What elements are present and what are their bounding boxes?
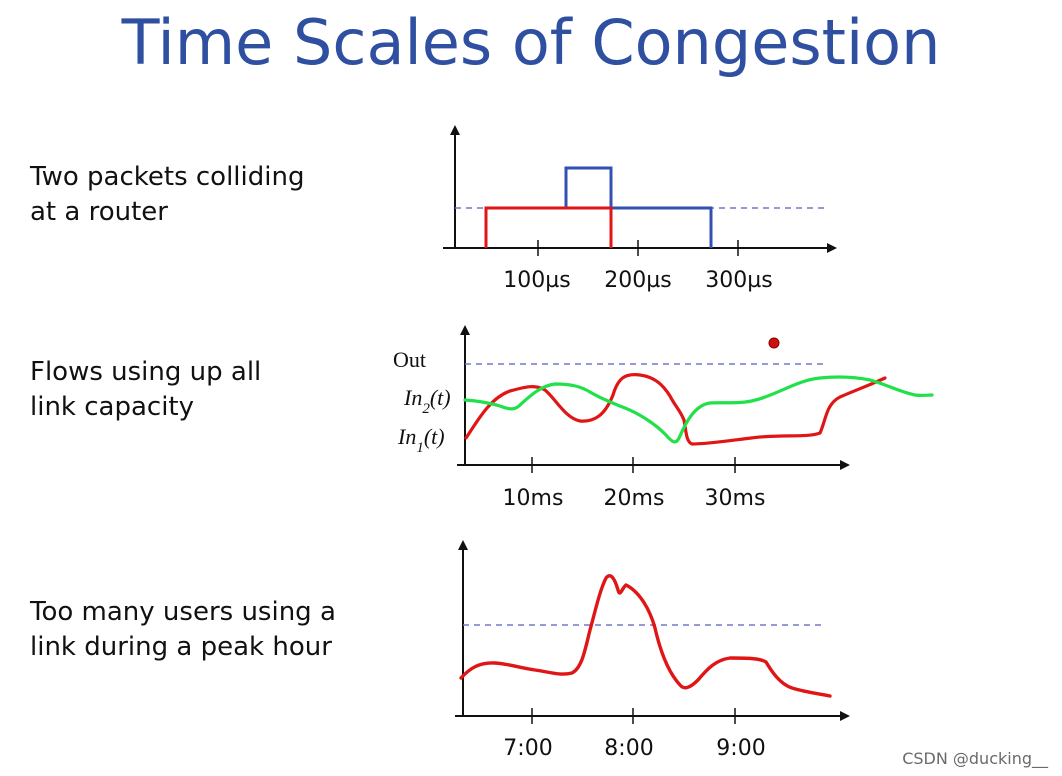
in1-flow-curve xyxy=(464,372,887,446)
tick-label-300us: 300µs xyxy=(705,268,772,293)
label-line: link during a peak hour xyxy=(30,632,332,662)
row-label-flows: Flows using up all link capacity xyxy=(30,355,261,425)
in1-label: In1(t) xyxy=(397,424,445,456)
tick-label-10ms: 10ms xyxy=(503,486,564,511)
in2-main: In xyxy=(403,385,422,410)
label-line: at a router xyxy=(30,197,168,227)
in2-sub: 2 xyxy=(422,401,430,417)
tick-label-100us: 100µs xyxy=(503,268,570,293)
tick-label-800: 8:00 xyxy=(604,736,653,761)
label-line: Two packets colliding xyxy=(30,162,305,192)
in1-sub: 1 xyxy=(416,440,424,456)
slide-title: Time Scales of Congestion xyxy=(121,6,941,79)
tick-label-900: 9:00 xyxy=(716,736,765,761)
tick-label-700: 7:00 xyxy=(503,736,552,761)
red-packet-signal xyxy=(484,206,613,248)
in1-tail: (t) xyxy=(424,424,445,449)
label-line: Too many users using a xyxy=(30,597,336,627)
tick-label-200us: 200µs xyxy=(604,268,671,293)
blue-packet-signal xyxy=(564,166,713,248)
in2-label: In2(t) xyxy=(403,385,451,417)
usage-curve xyxy=(459,574,832,698)
watermark: CSDN @ducking__ xyxy=(902,749,1048,768)
packet-plot: 100µs 200µs 300µs xyxy=(443,125,837,293)
flow-plot: Out In2(t) In1(t) 10ms 20ms 30ms xyxy=(393,325,934,511)
pointer-dot xyxy=(768,337,780,349)
tick-label-20ms: 20ms xyxy=(604,486,665,511)
in2-tail: (t) xyxy=(430,385,451,410)
label-line: link capacity xyxy=(30,392,195,422)
peak-hour-plot: 7:00 8:00 9:00 xyxy=(455,540,850,761)
row-label-packets: Two packets colliding at a router xyxy=(30,160,304,230)
label-line: Flows using up all xyxy=(30,357,262,387)
in1-main: In xyxy=(397,424,416,449)
tick-label-30ms: 30ms xyxy=(705,486,766,511)
out-label: Out xyxy=(393,347,426,372)
row-label-users: Too many users using a link during a pea… xyxy=(30,595,336,665)
in2-flow-curve xyxy=(463,375,934,444)
